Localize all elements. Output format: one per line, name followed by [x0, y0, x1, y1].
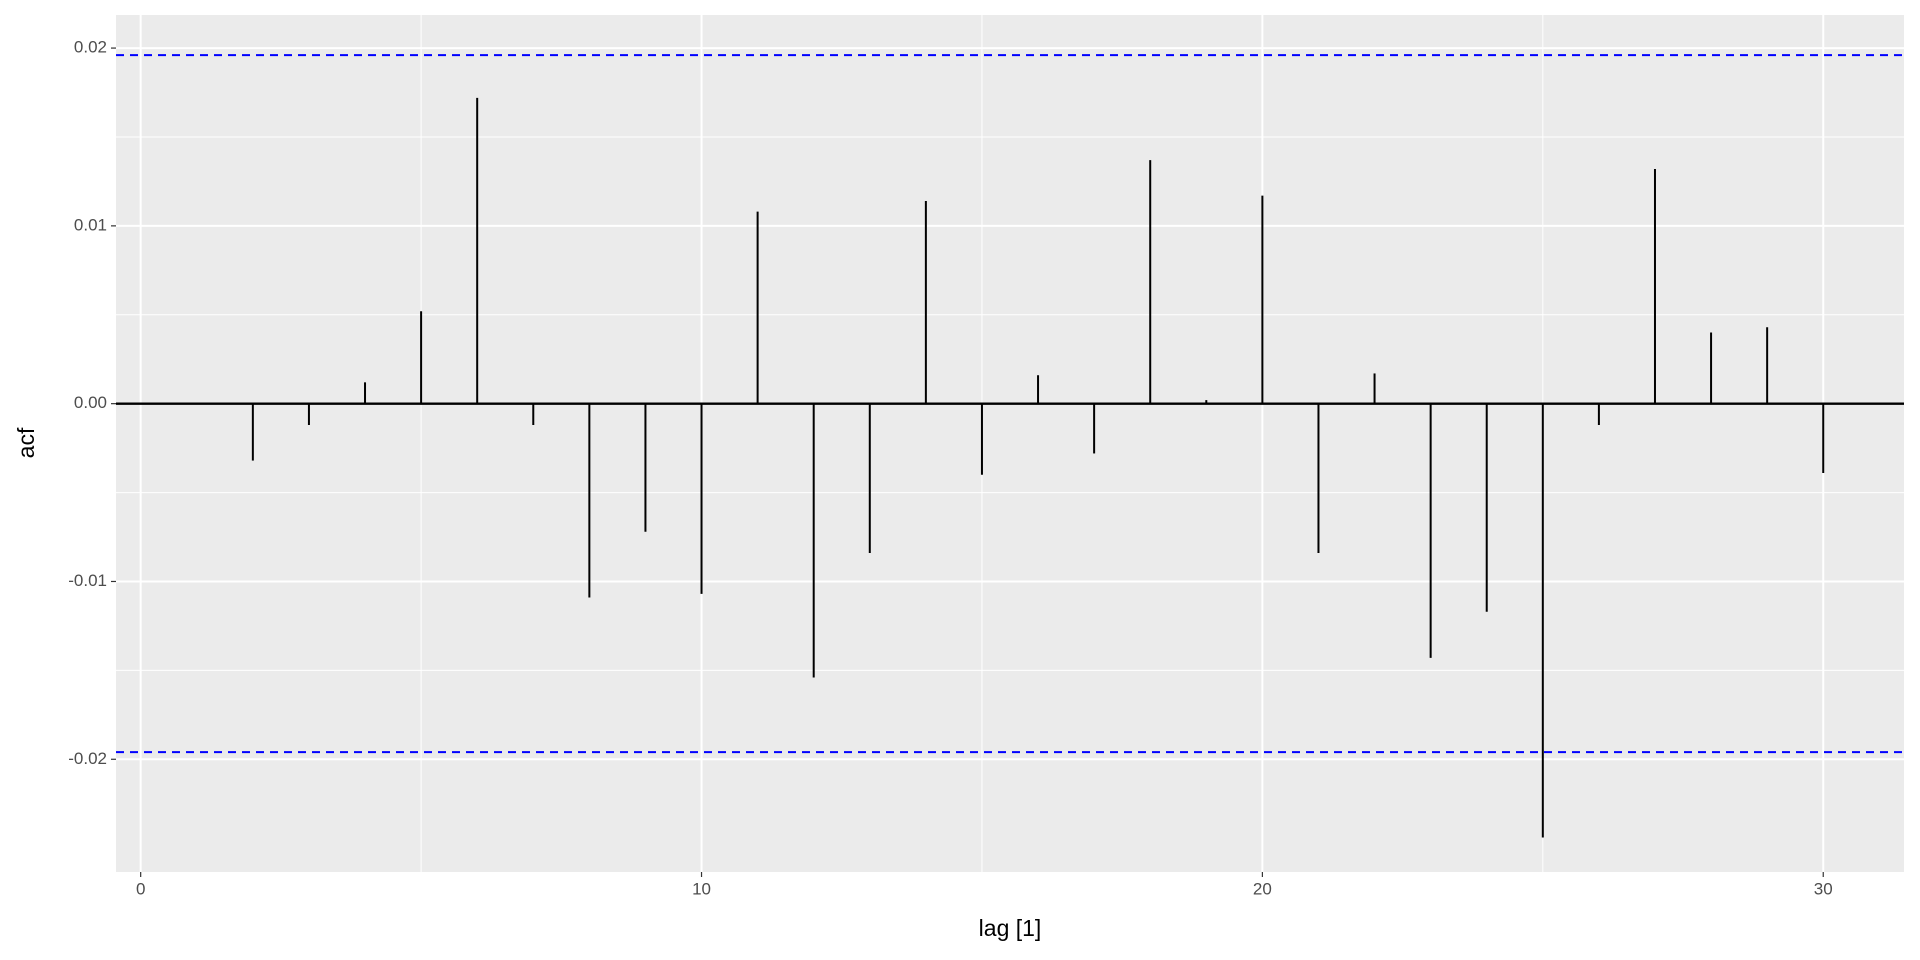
panel [116, 15, 1904, 872]
y-tick-label: 0.02 [74, 38, 107, 57]
marks [116, 54, 1904, 838]
y-tick-label: -0.01 [68, 571, 107, 590]
x-tick-label: 20 [1253, 879, 1272, 898]
y-tick-label: 0.00 [74, 393, 107, 412]
y-axis-title: acf [13, 427, 39, 458]
x-tick-label: 10 [692, 879, 711, 898]
x-axis-title: lag [1] [979, 915, 1042, 941]
x-tick-label: 30 [1814, 879, 1833, 898]
x-tick-label: 0 [136, 879, 145, 898]
y-tick-label: 0.01 [74, 215, 107, 234]
y-tick-label: -0.02 [68, 749, 107, 768]
